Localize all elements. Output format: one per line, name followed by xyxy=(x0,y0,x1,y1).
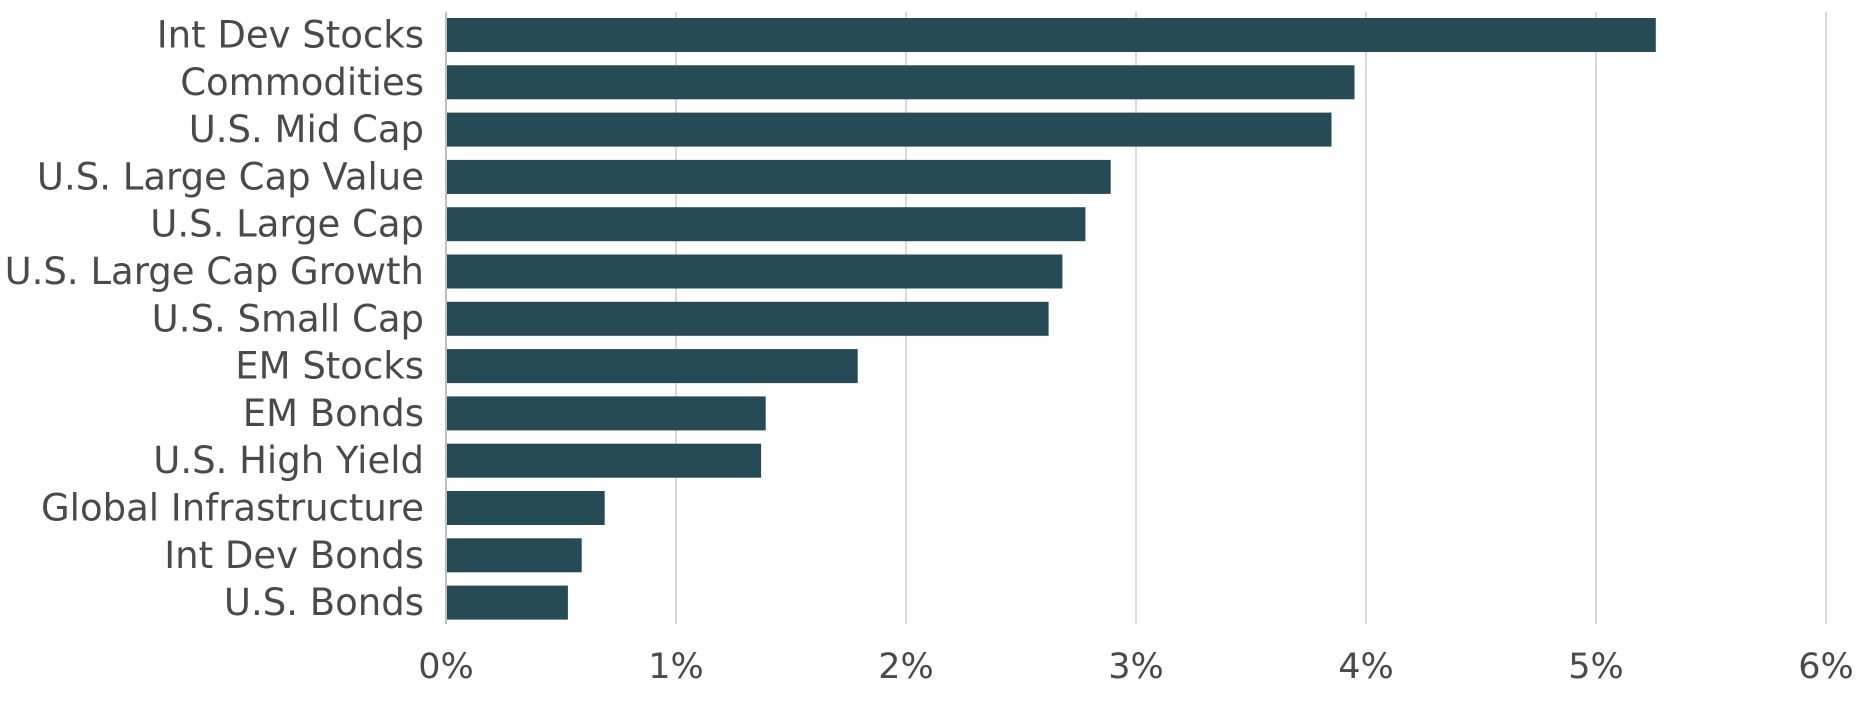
bar-u-s-mid-cap xyxy=(446,112,1332,147)
category-label: U.S. Bonds xyxy=(224,581,424,624)
x-tick-label: 1% xyxy=(648,647,704,687)
bar-commodities xyxy=(446,65,1355,100)
category-label: U.S. Mid Cap xyxy=(189,108,424,151)
x-tick-label: 0% xyxy=(418,647,474,687)
category-label: Global Infrastructure xyxy=(41,487,424,530)
x-axis-tick-labels: 0% 1% 2% 3% 4% 5% 6% xyxy=(418,647,1854,687)
category-label: U.S. Large Cap Growth xyxy=(5,250,424,293)
bar-u-s-small-cap xyxy=(446,301,1049,336)
bar-u-s-large-cap-value xyxy=(446,159,1111,194)
category-label: Int Dev Stocks xyxy=(157,14,424,57)
bars xyxy=(446,18,1656,620)
category-label: U.S. Large Cap xyxy=(150,203,424,246)
bar-u-s-bonds xyxy=(446,585,568,620)
bar-int-dev-stocks xyxy=(446,18,1656,52)
x-tick-label: 3% xyxy=(1108,647,1164,687)
category-label: EM Stocks xyxy=(235,345,424,388)
category-label: U.S. High Yield xyxy=(153,439,424,482)
bar-u-s-large-cap xyxy=(446,207,1086,242)
bar-int-dev-bonds xyxy=(446,538,582,573)
category-label: Int Dev Bonds xyxy=(164,534,424,577)
x-tick-label: 4% xyxy=(1338,647,1394,687)
bar-u-s-high-yield xyxy=(446,443,762,478)
x-tick-label: 5% xyxy=(1568,647,1624,687)
bar-global-infrastructure xyxy=(446,491,605,525)
bar-em-stocks xyxy=(446,349,858,384)
category-label: U.S. Large Cap Value xyxy=(37,155,424,198)
category-label: U.S. Small Cap xyxy=(152,297,424,340)
bar-em-bonds xyxy=(446,396,766,431)
x-tick-label: 6% xyxy=(1798,647,1854,687)
x-tick-label: 2% xyxy=(878,647,934,687)
category-label: Commodities xyxy=(180,61,424,104)
category-label: EM Bonds xyxy=(243,392,424,435)
bar-u-s-large-cap-growth xyxy=(446,254,1063,289)
